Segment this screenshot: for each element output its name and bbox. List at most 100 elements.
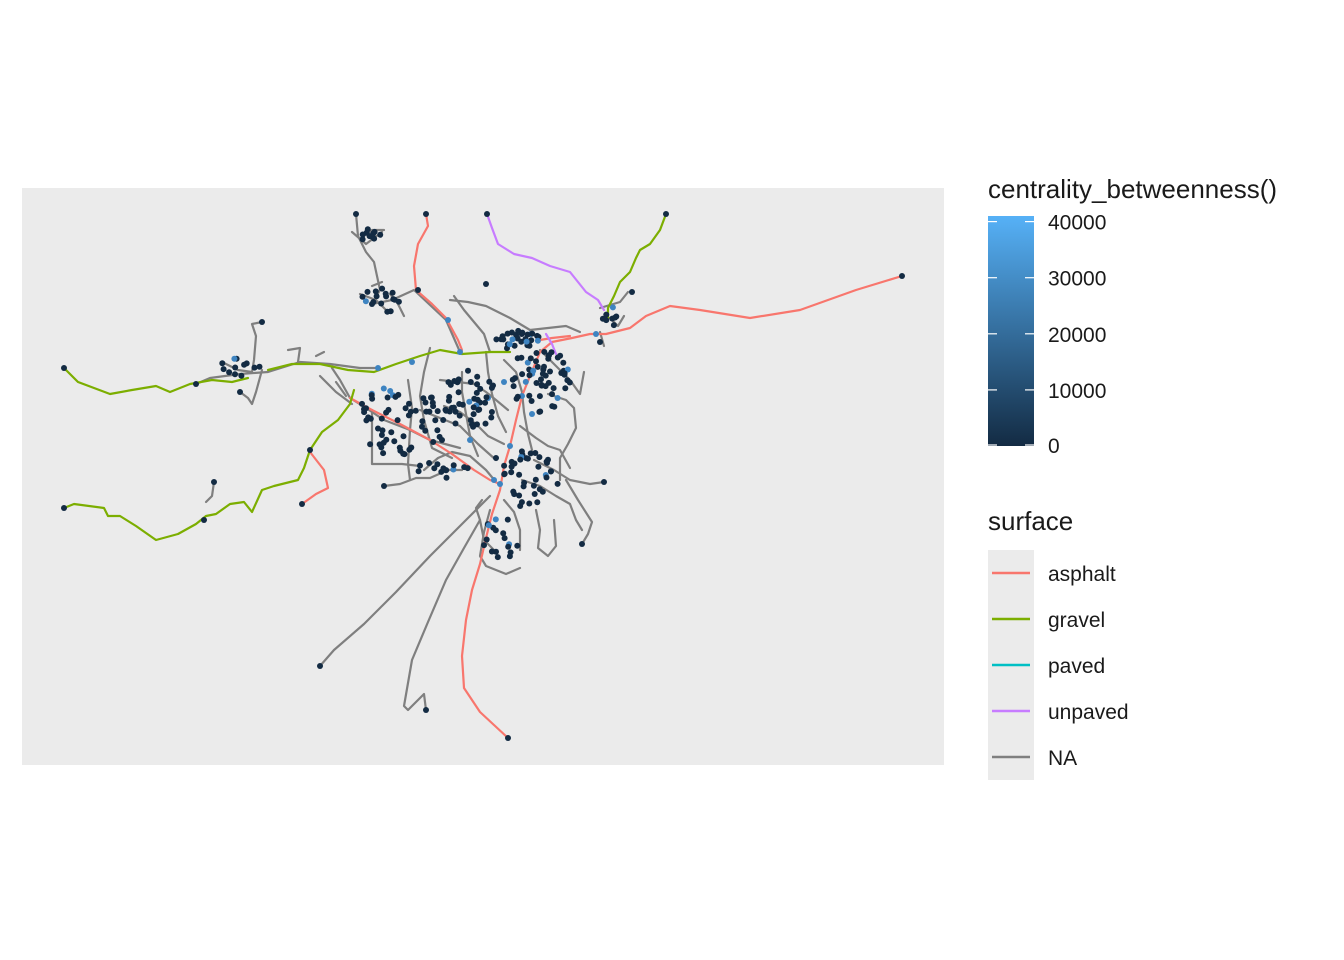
- network-node: [492, 516, 499, 523]
- network-node: [436, 433, 443, 440]
- network-node: [505, 735, 511, 741]
- network-node: [317, 663, 323, 669]
- network-node: [237, 389, 243, 395]
- network-node: [509, 336, 516, 343]
- network-node: [419, 423, 425, 430]
- network-node: [511, 460, 518, 467]
- network-node: [519, 371, 526, 378]
- network-node: [470, 411, 477, 418]
- network-node: [423, 707, 429, 713]
- network-nodes: [61, 211, 905, 741]
- network-node: [524, 455, 531, 462]
- legend-label-paved: paved: [1048, 655, 1105, 678]
- network-node: [518, 499, 525, 506]
- network-node: [397, 447, 404, 454]
- network-node: [392, 393, 399, 400]
- network-node: [406, 400, 412, 407]
- network-node: [610, 322, 617, 329]
- network-node: [375, 365, 381, 371]
- network-node: [368, 392, 375, 399]
- network-node: [391, 438, 398, 445]
- network-node: [549, 391, 555, 398]
- network-node: [523, 338, 530, 345]
- network-node: [364, 226, 371, 233]
- network-node: [450, 466, 457, 473]
- network-node: [483, 536, 490, 543]
- legend-label-asphalt: asphalt: [1048, 563, 1116, 586]
- network-node: [211, 479, 217, 485]
- network-node: [259, 319, 265, 325]
- network-node: [428, 394, 434, 401]
- network-node: [562, 385, 569, 392]
- network-node: [528, 398, 535, 404]
- network-node: [551, 403, 558, 410]
- network-node: [256, 363, 263, 370]
- network-node: [434, 427, 441, 434]
- network-node: [482, 420, 489, 427]
- network-node: [232, 371, 238, 378]
- network-node: [381, 483, 387, 489]
- network-node: [554, 480, 561, 487]
- network-node: [440, 465, 447, 472]
- legend-label-unpaved: unpaved: [1048, 701, 1129, 724]
- network-node: [299, 501, 305, 507]
- network-node: [371, 228, 378, 235]
- network-node: [455, 389, 462, 396]
- network-node: [493, 455, 499, 461]
- network-node: [557, 352, 564, 359]
- colorbar-tick-label: 20000: [1048, 324, 1106, 347]
- network-node: [526, 372, 533, 379]
- network-node: [379, 285, 386, 292]
- network-node: [482, 399, 489, 406]
- network-node: [429, 399, 436, 406]
- network-node: [378, 415, 385, 422]
- network-node: [61, 365, 67, 371]
- network-node: [415, 287, 421, 293]
- network-node: [380, 385, 387, 392]
- network-node: [375, 425, 381, 432]
- network-node: [359, 293, 366, 300]
- network-node: [532, 450, 539, 456]
- network-node: [663, 211, 669, 217]
- network-node: [359, 231, 366, 238]
- network-node: [494, 554, 501, 561]
- network-node: [383, 409, 390, 416]
- network-node: [514, 542, 521, 549]
- network-node: [359, 400, 365, 407]
- network-node: [434, 461, 441, 468]
- edges-surfaced: [62, 212, 904, 740]
- network-node: [501, 462, 508, 469]
- network-node: [481, 542, 487, 549]
- network-node: [501, 379, 507, 385]
- network-node: [519, 329, 526, 336]
- network-node: [459, 401, 466, 408]
- network-node: [488, 409, 495, 415]
- network-node: [507, 443, 513, 449]
- network-node: [527, 355, 534, 362]
- network-node: [394, 417, 401, 424]
- network-node: [476, 406, 483, 413]
- network-node: [419, 418, 426, 425]
- network-node: [371, 235, 378, 242]
- colorbar-gradient: [988, 216, 1034, 446]
- network-node: [566, 379, 573, 386]
- network-node: [400, 433, 407, 440]
- network-node: [548, 468, 554, 475]
- network-node: [530, 367, 537, 374]
- network-node: [485, 522, 492, 529]
- network-node: [442, 406, 449, 413]
- network-node: [507, 549, 514, 556]
- network-node: [524, 331, 531, 338]
- network-node: [226, 369, 233, 376]
- network-node: [384, 394, 391, 401]
- network-node: [516, 492, 523, 499]
- colorbar-tick-label: 0: [1048, 435, 1060, 458]
- network-node: [529, 330, 536, 337]
- network-node: [241, 361, 248, 368]
- network-node: [461, 464, 468, 471]
- legend-surface-title: surface: [988, 506, 1073, 536]
- network-node: [409, 359, 415, 365]
- network-node: [526, 342, 533, 349]
- network-node: [470, 423, 477, 430]
- network-node: [377, 231, 384, 238]
